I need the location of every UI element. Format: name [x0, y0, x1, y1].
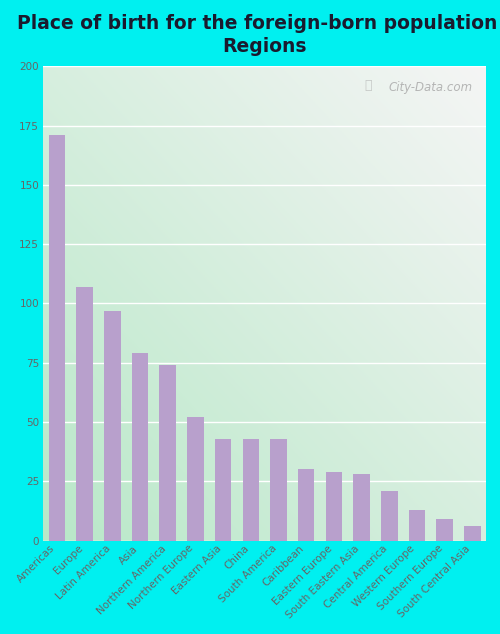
Bar — [187, 417, 204, 541]
Title: Place of birth for the foreign-born population -
Regions: Place of birth for the foreign-born popu… — [18, 14, 500, 56]
Text: City-Data.com: City-Data.com — [388, 81, 473, 93]
Bar — [76, 287, 93, 541]
Bar — [132, 353, 148, 541]
Bar — [464, 526, 480, 541]
Text: ⎙: ⎙ — [364, 79, 372, 92]
Bar — [104, 311, 120, 541]
Bar — [298, 469, 314, 541]
Bar — [270, 439, 287, 541]
Bar — [215, 439, 232, 541]
Bar — [436, 519, 453, 541]
Bar — [49, 135, 66, 541]
Bar — [326, 472, 342, 541]
Bar — [408, 510, 425, 541]
Bar — [242, 439, 259, 541]
Bar — [381, 491, 398, 541]
Bar — [353, 474, 370, 541]
Bar — [160, 365, 176, 541]
